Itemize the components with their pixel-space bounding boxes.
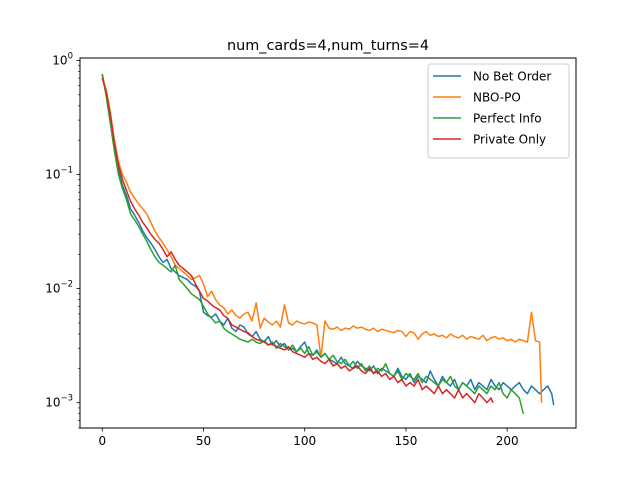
y-tick-label-1: 10−2	[45, 280, 73, 296]
legend-box	[427, 63, 570, 159]
legend: No Bet Order NBO-PO Perfect Info Private On…	[427, 63, 570, 159]
x-tick-label-0: 0	[98, 434, 106, 448]
x-tick-label-3: 150	[394, 434, 417, 448]
y-axis: 10−3 10−2 10−1 100	[45, 51, 80, 429]
y-tick-label-2: 10−1	[45, 166, 73, 182]
y-tick-label-3: 100	[52, 51, 73, 67]
series-line-2	[101, 73, 525, 414]
chart-title: num_cards=4,num_turns=4	[227, 38, 429, 54]
axes-frame	[79, 57, 577, 429]
legend-label-0: No Bet Order	[473, 70, 551, 84]
x-tick-label-4: 200	[496, 434, 519, 448]
legend-label-2: Perfect Info	[473, 112, 542, 126]
legend-label-1: NBO-PO	[473, 91, 521, 105]
x-tick-label-1: 50	[196, 434, 211, 448]
series-line-3	[101, 77, 494, 404]
plot-area	[101, 73, 555, 414]
legend-label-3: Private Only	[473, 133, 546, 147]
x-axis: 0 50 100 150 200	[98, 428, 519, 448]
x-tick-label-2: 100	[293, 434, 316, 448]
y-tick-label-0: 10−3	[45, 394, 73, 410]
